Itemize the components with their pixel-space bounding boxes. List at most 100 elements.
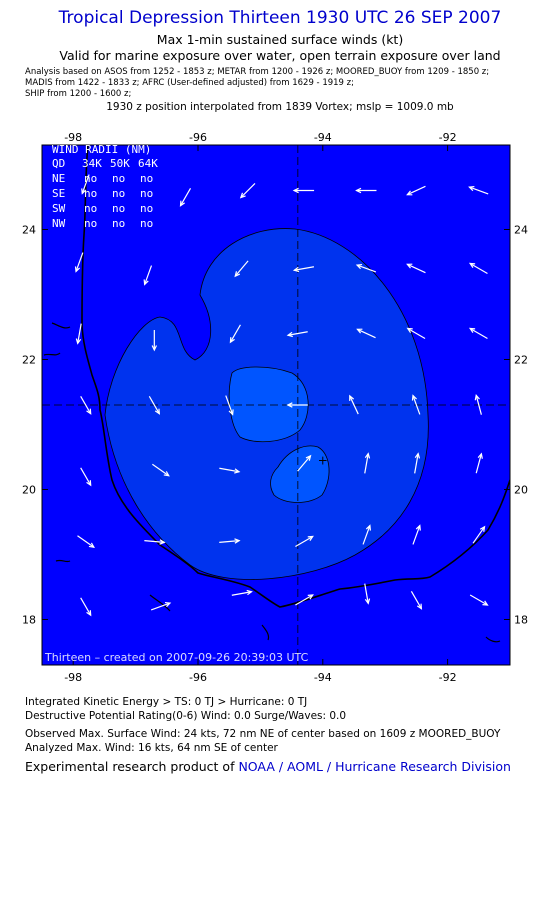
wind-arrow-icon — [474, 394, 482, 415]
wind-arrow-icon — [151, 330, 158, 352]
wind-arrow-icon — [286, 331, 308, 338]
wind-arrow-icon — [80, 597, 92, 617]
wind-arrow-icon — [77, 535, 96, 549]
observed-max-line: Observed Max. Surface Wind: 24 kts, 72 n… — [25, 728, 501, 740]
lat-tick-left: 24 — [22, 224, 36, 237]
wind-arrow-icon — [349, 394, 359, 415]
wind-arrow-icon — [411, 394, 421, 415]
wind-arrow-icon — [292, 187, 315, 194]
wind-radii-cell: no — [140, 202, 153, 215]
wind-arrow-icon — [406, 327, 426, 340]
wind-contour-15kt-east — [270, 445, 330, 503]
position-line: 1930 z position interpolated from 1839 V… — [106, 101, 454, 113]
wind-radii-cell: SW — [52, 202, 66, 215]
wind-analysis-map: + -98 -98 -96 -96 -94 -94 -92 -92 24 24 22 22 20 20 18… — [22, 131, 528, 684]
wind-radii-cell: SE — [52, 187, 65, 200]
wind-contour-15kt-west — [228, 366, 309, 443]
wind-arrow-icon — [143, 265, 153, 286]
wind-arrow-icon — [80, 467, 92, 487]
wind-radii-header: 64K — [138, 157, 158, 170]
wind-arrow-icon — [468, 185, 489, 195]
wind-arrow-icon — [234, 260, 249, 278]
analysis-line-1: Analysis based on ASOS from 1252 - 1853 … — [25, 67, 490, 77]
page-title: Tropical Depression Thirteen 1930 UTC 26… — [58, 8, 502, 28]
map-watermark: Thirteen – created on 2007-09-26 20:39:0… — [44, 651, 309, 664]
wind-arrow-icon — [219, 467, 241, 474]
credit-line: Experimental research product of NOAA / … — [25, 759, 511, 774]
lat-tick-left: 22 — [22, 354, 36, 367]
lon-tick-bottom: -92 — [439, 671, 457, 684]
lon-tick-bottom: -98 — [64, 671, 82, 684]
wind-radii-cell: no — [112, 202, 125, 215]
wind-arrow-icon — [75, 323, 82, 345]
lon-tick-bottom: -96 — [189, 671, 207, 684]
lon-tick-top: -94 — [314, 131, 332, 144]
wind-arrow-icon — [150, 601, 172, 611]
wind-radii-cell: no — [84, 187, 97, 200]
lon-tick-bottom: -94 — [314, 671, 332, 684]
wind-arrow-icon — [472, 525, 486, 544]
wind-arrow-icon — [412, 524, 421, 545]
analyzed-max-line: Analyzed Max. Wind: 16 kts, 64 nm SE of … — [25, 742, 278, 754]
wind-radii-cell: no — [84, 202, 97, 215]
wind-radii-header: 50K — [110, 157, 130, 170]
wind-arrow-icon — [406, 263, 426, 274]
storm-center-marker: + — [318, 453, 328, 467]
lat-tick-right: 22 — [514, 354, 528, 367]
wind-arrow-icon — [152, 463, 170, 477]
island — [43, 322, 501, 643]
wind-radii-header: 34K — [82, 157, 102, 170]
wind-radii-cell: no — [140, 172, 153, 185]
wind-arrow-icon — [364, 452, 371, 474]
lat-tick-right: 24 — [514, 224, 528, 237]
wind-arrow-icon — [475, 452, 483, 474]
wind-arrow-icon — [229, 324, 241, 344]
wind-arrow-icon — [80, 396, 92, 415]
wind-arrow-icon — [144, 539, 166, 545]
hrd-link[interactable]: NOAA / AOML / Hurricane Research Divisio… — [238, 759, 511, 774]
wind-vectors — [74, 174, 489, 617]
wind-arrow-icon — [286, 402, 308, 408]
wind-radii-cell: no — [112, 217, 125, 230]
lat-tick-right: 18 — [514, 614, 528, 627]
lon-tick-top: -96 — [189, 131, 207, 144]
map-subtitle-exposure: Valid for marine exposure over water, op… — [59, 48, 501, 63]
wind-arrow-icon — [179, 188, 192, 207]
wind-arrow-icon — [468, 262, 488, 275]
wind-arrow-icon — [410, 591, 423, 610]
wind-radii-cell: no — [84, 172, 97, 185]
lat-tick-right: 20 — [514, 484, 528, 497]
analysis-line-2: MADIS from 1422 - 1833 z; AFRC (User-def… — [25, 78, 354, 88]
wind-arrow-icon — [231, 589, 253, 596]
wind-arrow-icon — [292, 266, 315, 273]
wind-arrow-icon — [297, 454, 312, 472]
wind-arrow-icon — [81, 174, 90, 195]
wind-radii-cell: NE — [52, 172, 65, 185]
wind-radii-cell: no — [140, 217, 153, 230]
wind-arrow-icon — [295, 535, 314, 548]
wind-radii-cell: NW — [52, 217, 66, 230]
wind-arrow-icon — [356, 328, 376, 339]
wind-radii-table: WIND RADII (NM) QD 34K 50K 64K NE no no … — [52, 143, 158, 230]
wind-arrow-icon — [364, 583, 371, 605]
wind-radii-header: QD — [52, 157, 65, 170]
wind-arrow-icon — [219, 538, 241, 544]
lon-tick-top: -98 — [64, 131, 82, 144]
lon-tick-top: -92 — [439, 131, 457, 144]
wind-arrow-icon — [295, 594, 314, 606]
credit-prefix: Experimental research product of — [25, 759, 239, 774]
wind-arrow-icon — [355, 263, 377, 273]
wind-arrow-icon — [414, 452, 421, 474]
wind-radii-cell: no — [84, 217, 97, 230]
wind-radii-title: WIND RADII (NM) — [52, 143, 151, 156]
map-subtitle-units: Max 1-min sustained surface winds (kt) — [156, 32, 404, 47]
lat-tick-left: 20 — [22, 484, 36, 497]
map-frame — [41, 144, 511, 666]
lat-tick-left: 18 — [22, 614, 36, 627]
wind-arrow-icon — [239, 183, 256, 199]
wind-radii-cell: no — [112, 172, 125, 185]
analysis-line-3: SHIP from 1200 - 1600 z; — [25, 89, 132, 99]
wind-arrow-icon — [469, 594, 489, 606]
wind-arrow-icon — [468, 327, 488, 340]
wind-radii-cell: no — [140, 187, 153, 200]
